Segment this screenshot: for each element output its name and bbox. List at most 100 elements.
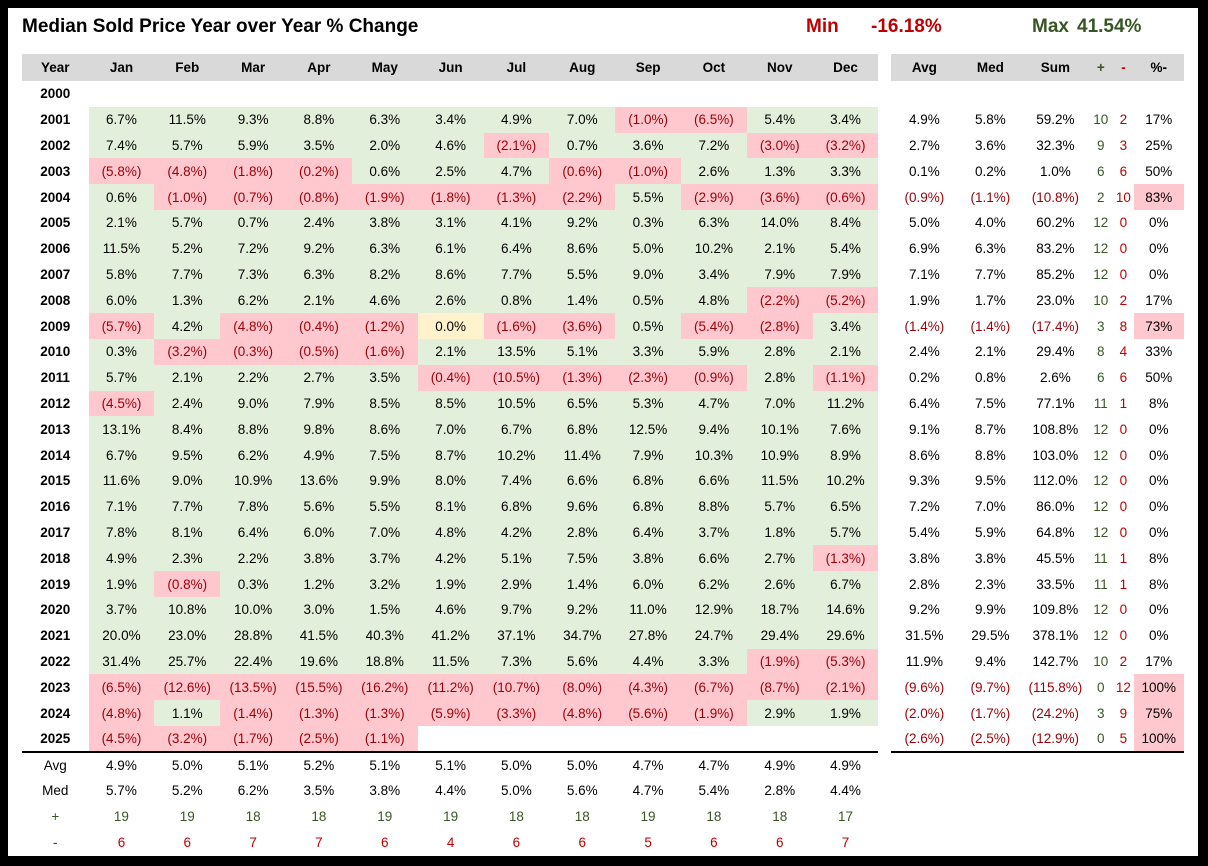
med-cell[interactable]: 1.7% [974, 292, 1006, 308]
month-cell-aug[interactable]: 9.2% [549, 596, 616, 623]
plus-count-cell[interactable]: 11 [1093, 395, 1108, 411]
month-cell-may[interactable]: 8.6% [351, 416, 418, 443]
month-cell-aug[interactable]: (3.6%) [549, 313, 616, 339]
month-cell-feb[interactable]: 25.7% [154, 648, 221, 675]
summary-label[interactable]: + [51, 808, 60, 824]
avg-cell[interactable]: (9.6%) [904, 679, 945, 695]
month-cell-mar[interactable]: (13.5%) [220, 674, 287, 701]
month-cell-oct[interactable]: 6.2% [680, 571, 747, 597]
year-cell[interactable]: 2011 [40, 370, 70, 386]
month-cell-mar[interactable]: (0.7%) [220, 184, 287, 210]
minus-count-cell[interactable]: 6 [1119, 163, 1128, 179]
plus-count-cell[interactable]: 0 [1088, 725, 1114, 753]
month-cell-jun[interactable]: 0.0% [417, 313, 484, 339]
month-cell-apr[interactable]: 3.0% [286, 596, 352, 623]
month-cell-jan[interactable]: 11.6% [88, 467, 155, 494]
month-cell-apr[interactable]: 6.3% [286, 261, 352, 288]
month-cell-jun[interactable]: (0.4%) [417, 364, 484, 391]
med-cell[interactable]: 5.9% [974, 524, 1006, 540]
month-cell-dec[interactable]: (1.1%) [812, 364, 879, 391]
avg-cell[interactable]: 9.2% [908, 602, 940, 618]
month-cell-jul[interactable]: 4.9% [483, 106, 550, 133]
month-cell-nov[interactable]: 2.6% [746, 571, 813, 597]
month-cell-dec[interactable]: 3.3% [812, 158, 879, 185]
month-cell-may[interactable]: 8.5% [351, 390, 418, 417]
year-cell[interactable]: 2019 [40, 576, 71, 592]
summary-cell-may[interactable]: 19 [377, 808, 393, 824]
month-cell-oct[interactable]: 2.6% [680, 158, 747, 185]
med-cell[interactable]: 7.0% [974, 499, 1006, 515]
sum-cell[interactable]: 1.0% [1040, 163, 1071, 179]
plus-count-cell[interactable]: 3 [1097, 705, 1105, 721]
minus-count-cell[interactable] [1113, 81, 1133, 107]
month-cell-jan[interactable]: (4.5%) [88, 725, 155, 753]
summary-cell-mar[interactable]: 5.1% [237, 757, 269, 773]
month-cell-oct[interactable]: (1.9%) [680, 700, 747, 726]
month-cell-feb[interactable]: 7.7% [154, 261, 221, 288]
med-cell[interactable]: 6.3% [974, 241, 1006, 257]
month-cell-dec[interactable]: 14.6% [812, 596, 879, 623]
pct-negative-cell[interactable]: 0% [1149, 602, 1169, 618]
month-cell-may[interactable] [351, 81, 418, 107]
pct-negative-cell[interactable]: 17% [1145, 292, 1173, 308]
month-cell-mar[interactable]: (1.7%) [220, 725, 287, 753]
month-cell-jul[interactable]: 2.9% [483, 571, 550, 597]
minus-count-cell[interactable]: 0 [1119, 473, 1128, 489]
plus-count-cell[interactable]: 0 [1097, 679, 1105, 695]
month-cell-oct[interactable]: 5.9% [680, 338, 747, 365]
month-cell-feb[interactable]: 1.3% [154, 287, 221, 314]
med-cell[interactable]: 0.2% [974, 163, 1006, 179]
sum-cell[interactable]: 29.4% [1036, 344, 1075, 360]
avg-cell[interactable]: (2.6%) [890, 725, 959, 753]
summary-cell-dec[interactable]: 4.4% [830, 782, 861, 798]
col-header-jan[interactable]: Jan [88, 54, 155, 81]
month-cell-apr[interactable]: 2.7% [286, 364, 352, 391]
month-cell-jun[interactable]: 8.1% [417, 493, 484, 520]
month-cell-oct[interactable]: 12.9% [680, 596, 747, 623]
month-cell-nov[interactable]: 2.9% [746, 700, 813, 726]
month-cell-dec[interactable]: (0.6%) [812, 184, 879, 210]
month-cell-aug[interactable] [549, 81, 616, 107]
month-cell-may[interactable]: 3.2% [351, 571, 418, 597]
col-header-avg[interactable]: Avg [890, 54, 959, 81]
month-cell-oct[interactable]: 10.3% [680, 442, 747, 468]
month-cell-may[interactable]: 1.5% [351, 596, 418, 623]
col-header-feb[interactable]: Feb [154, 54, 221, 81]
month-cell-jul[interactable]: 4.7% [483, 158, 550, 185]
month-cell-nov[interactable]: 2.8% [746, 338, 813, 365]
minus-count-cell[interactable]: 3 [1119, 137, 1128, 153]
month-cell-nov[interactable]: 5.4% [746, 106, 813, 133]
month-cell-aug[interactable]: 6.6% [549, 467, 616, 494]
pct-negative-cell[interactable]: 100% [1133, 674, 1184, 701]
year-cell[interactable]: 2013 [40, 421, 71, 437]
month-cell-jul[interactable]: (10.7%) [483, 674, 550, 701]
month-cell-sep[interactable]: 5.5% [615, 184, 681, 210]
month-cell-jul[interactable]: 13.5% [483, 338, 550, 365]
plus-count-cell[interactable]: 12 [1093, 602, 1109, 618]
month-cell-dec[interactable]: 2.1% [812, 338, 879, 365]
sum-cell[interactable]: 108.8% [1032, 421, 1079, 437]
month-cell-feb[interactable]: 2.4% [154, 390, 221, 417]
month-cell-aug[interactable]: 5.6% [549, 648, 616, 675]
month-cell-sep[interactable]: 0.3% [615, 209, 681, 236]
plus-count-cell[interactable]: 10 [1093, 292, 1109, 308]
month-cell-nov[interactable]: (3.0%) [746, 132, 813, 159]
year-cell[interactable]: 2012 [40, 395, 71, 411]
month-cell-nov[interactable]: 29.4% [746, 622, 813, 649]
avg-cell[interactable]: (0.9%) [904, 189, 945, 205]
sum-cell[interactable]: (12.9%) [1022, 725, 1089, 753]
plus-count-cell[interactable]: 11 [1093, 576, 1108, 592]
month-cell-jul[interactable] [483, 81, 550, 107]
month-cell-oct[interactable]: (5.4%) [680, 313, 747, 339]
plus-count-cell[interactable] [1088, 81, 1113, 107]
month-cell-mar[interactable]: 10.0% [220, 596, 287, 623]
month-cell-nov[interactable]: 7.0% [746, 390, 813, 417]
sum-cell[interactable]: 86.0% [1036, 499, 1075, 515]
year-cell[interactable]: 2000 [40, 86, 71, 102]
pct-negative-cell[interactable]: 0% [1149, 628, 1169, 644]
month-cell-nov[interactable]: 2.8% [746, 364, 813, 391]
month-cell-feb[interactable]: 4.2% [154, 313, 221, 339]
month-cell-aug[interactable]: 9.2% [549, 209, 616, 236]
month-cell-dec[interactable]: (5.2%) [812, 287, 879, 314]
month-cell-jun[interactable]: 4.6% [417, 132, 484, 159]
